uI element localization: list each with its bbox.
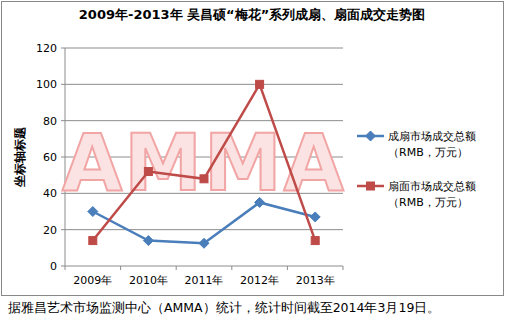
marker bbox=[143, 236, 153, 246]
marker bbox=[310, 212, 320, 222]
legend-marker bbox=[366, 131, 376, 141]
tick-label: 0 bbox=[50, 260, 57, 273]
marker bbox=[256, 80, 264, 88]
tick bbox=[231, 266, 232, 270]
tick bbox=[120, 266, 121, 270]
tick-label: 20 bbox=[43, 224, 57, 237]
tick-label: 40 bbox=[43, 187, 57, 200]
grid-line bbox=[65, 229, 343, 230]
series-line bbox=[93, 202, 315, 243]
title: 2009年-2013年 吴昌硕“梅花”系列成扇、扇面成交走势图 bbox=[79, 7, 425, 22]
series-line bbox=[93, 84, 315, 240]
tick bbox=[61, 84, 65, 85]
y-axis-title: 坐标轴标题 bbox=[13, 127, 27, 188]
chart: 2009年-2013年 吴昌硕“梅花”系列成扇、扇面成交走势图坐标轴标题 0 20 4… bbox=[0, 0, 505, 319]
chart-frame bbox=[2, 2, 504, 296]
tick bbox=[176, 266, 177, 270]
marker bbox=[311, 237, 319, 245]
marker bbox=[255, 197, 265, 207]
tick bbox=[61, 229, 65, 230]
category-label: 2013年 bbox=[296, 274, 335, 287]
marker bbox=[144, 168, 152, 176]
grid-line bbox=[65, 84, 343, 85]
watermark: AMMA bbox=[62, 118, 346, 208]
marker bbox=[88, 207, 98, 217]
tick bbox=[287, 266, 288, 270]
legend-marker bbox=[367, 182, 375, 190]
tick bbox=[61, 266, 65, 267]
category-label: 2010年 bbox=[129, 274, 168, 287]
grid-line bbox=[65, 266, 343, 267]
tick bbox=[65, 266, 66, 270]
tick-label: 120 bbox=[36, 42, 57, 55]
category-label: 2012年 bbox=[240, 274, 279, 287]
tick-label: 80 bbox=[43, 115, 57, 128]
category-label: 2009年 bbox=[73, 274, 112, 287]
footnote: 据雅昌艺术市场监测中心（AMMA）统计，统计时间截至2014年3月19日。 bbox=[8, 300, 440, 315]
legend-label: 扇面市场成交总额（RMB，万元） bbox=[388, 180, 476, 209]
plot-area bbox=[88, 80, 320, 248]
grid-line bbox=[65, 48, 343, 49]
category-label: 2011年 bbox=[185, 274, 224, 287]
marker bbox=[199, 238, 209, 248]
tick bbox=[61, 48, 65, 49]
marker bbox=[89, 237, 97, 245]
tick bbox=[343, 266, 344, 270]
legend-label: 成扇市场成交总额（RMB，万元） bbox=[388, 130, 476, 159]
tick-label: 60 bbox=[43, 151, 57, 164]
tick-label: 100 bbox=[36, 78, 57, 91]
marker bbox=[200, 175, 208, 183]
